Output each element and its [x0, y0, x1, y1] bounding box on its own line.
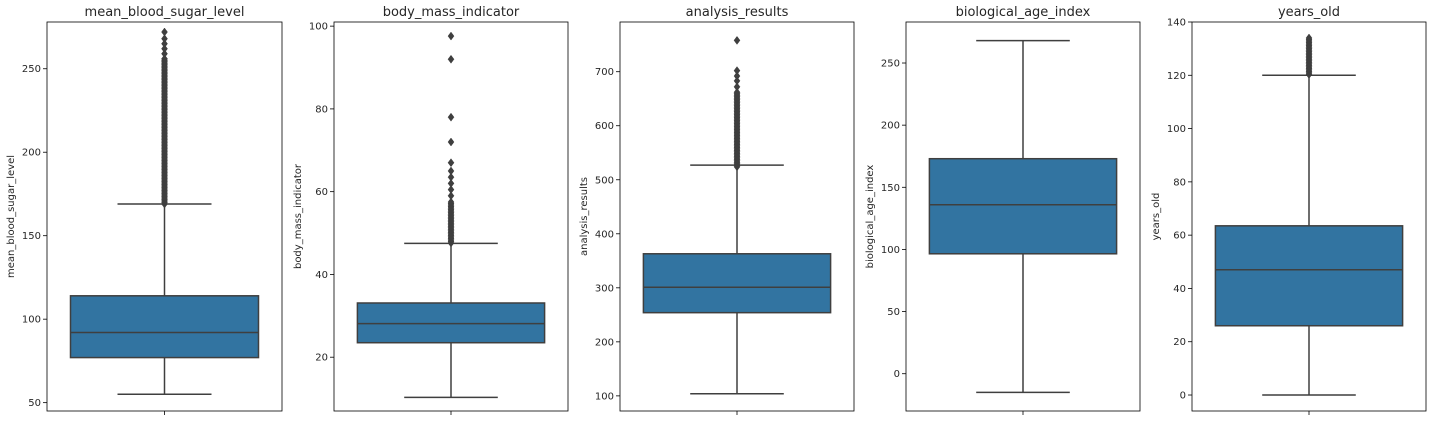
outlier-point — [161, 39, 168, 49]
y-tick-label: 300 — [595, 283, 614, 294]
y-tick-label: 150 — [881, 183, 900, 194]
subplot-analysis_results: analysis_results 100 200 300 400 500 600 700 ana… — [579, 5, 855, 415]
y-tick-label: 60 — [315, 187, 328, 198]
y-axis-label: mean_blood_sugar_level — [6, 155, 17, 278]
y-tick-label: 200 — [881, 121, 900, 132]
outlier-point — [447, 185, 455, 195]
y-tick-label: 100 — [881, 245, 900, 256]
iqr-box — [1214, 225, 1404, 327]
y-tick-label: 250 — [22, 64, 41, 75]
outlier-point — [161, 34, 168, 44]
outlier-point — [161, 54, 168, 64]
y-tick-label: 100 — [595, 391, 614, 402]
y-tick-label: 40 — [1173, 284, 1186, 295]
subplot-body_mass_indicator: body_mass_indicator 20 40 60 80 100 body_mass_… — [293, 5, 569, 415]
y-tick-label: 80 — [1173, 177, 1186, 188]
y-tick-label: 80 — [315, 104, 328, 115]
y-tick-label: 100 — [309, 22, 328, 33]
iqr-box — [356, 302, 546, 344]
outlier-point — [447, 197, 455, 207]
chart-title: body_mass_indicator — [383, 5, 520, 20]
y-tick-label: 600 — [595, 121, 614, 132]
outlier-point — [447, 54, 455, 64]
y-axis-label: biological_age_index — [865, 165, 876, 269]
outlier-point — [733, 87, 741, 97]
y-tick-label: 40 — [315, 270, 328, 281]
y-tick-label: 120 — [1167, 71, 1186, 82]
outlier-point — [161, 27, 168, 37]
y-tick-label: 200 — [595, 337, 614, 348]
y-tick-label: 150 — [22, 231, 41, 242]
chart-title: analysis_results — [686, 5, 789, 20]
y-tick-label: 60 — [1173, 231, 1186, 242]
y-tick-label: 50 — [28, 398, 41, 409]
y-tick-label: 500 — [595, 175, 614, 186]
y-axis-label: body_mass_indicator — [293, 163, 304, 269]
iqr-box — [642, 253, 832, 314]
y-tick-label: 100 — [22, 315, 41, 326]
outlier-point — [447, 178, 455, 188]
subplot-biological_age_index: biological_age_index 0 50 100 150 200 250 biolo… — [865, 5, 1141, 415]
outlier-point — [447, 112, 455, 122]
outlier-point — [733, 35, 741, 45]
outlier-point — [447, 31, 455, 41]
outlier-point — [447, 137, 455, 147]
subplot-years_old: years_old 0 20 40 60 80 100 120 140 years_old — [1151, 5, 1427, 415]
y-tick-label: 200 — [22, 148, 41, 159]
y-tick-label: 140 — [1167, 18, 1186, 29]
chart-title: years_old — [1278, 5, 1340, 20]
outlier-point — [733, 71, 741, 81]
outlier-point — [447, 172, 455, 182]
outlier-point — [733, 66, 741, 76]
y-axis-label: years_old — [1151, 193, 1162, 241]
outlier-point — [447, 191, 455, 201]
y-tick-label: 250 — [881, 59, 900, 70]
outlier-point — [161, 49, 168, 59]
chart-title: biological_age_index — [956, 5, 1091, 20]
iqr-box — [69, 295, 260, 359]
iqr-box — [928, 157, 1118, 255]
outlier-point — [1305, 33, 1313, 43]
y-tick-label: 0 — [1180, 391, 1186, 402]
y-tick-label: 50 — [887, 307, 900, 318]
outlier-point — [733, 82, 741, 92]
subplot-mean_blood_sugar_level: mean_blood_sugar_level 50 100 150 200 250 mean… — [6, 5, 283, 415]
outlier-point — [161, 44, 168, 54]
outlier-point — [733, 76, 741, 86]
outlier-point — [447, 158, 455, 168]
y-tick-label: 20 — [315, 353, 328, 364]
y-tick-label: 700 — [595, 67, 614, 78]
y-tick-label: 20 — [1173, 337, 1186, 348]
y-axis-label: analysis_results — [579, 177, 590, 256]
chart-title: mean_blood_sugar_level — [85, 5, 245, 20]
y-tick-label: 400 — [595, 229, 614, 240]
y-tick-label: 100 — [1167, 124, 1186, 135]
y-tick-label: 0 — [894, 369, 900, 380]
outlier-point — [447, 166, 455, 176]
